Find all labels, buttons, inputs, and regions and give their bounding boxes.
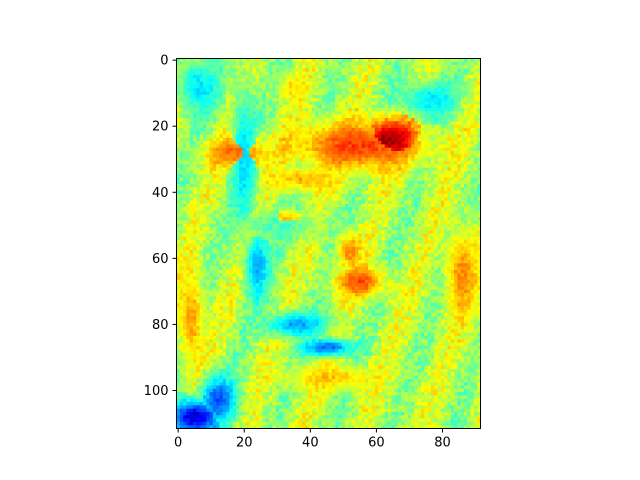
x-tick-label: 80	[434, 436, 451, 451]
x-tick-label: 0	[174, 436, 182, 451]
y-tick-label: 0	[160, 54, 168, 69]
y-tick-label: 80	[152, 318, 169, 333]
axes-frame	[176, 58, 481, 429]
x-axis: 0 20 40 60 80	[174, 428, 451, 451]
heatmap-image	[176, 58, 481, 429]
x-tick-label: 60	[368, 436, 385, 451]
y-tick-label: 40	[152, 186, 169, 201]
x-tick-label: 20	[236, 436, 253, 451]
y-tick-label: 20	[152, 120, 169, 135]
x-tick-label: 40	[302, 436, 319, 451]
plot-area	[176, 58, 481, 429]
y-tick-label: 60	[152, 252, 169, 267]
y-tick-label: 100	[144, 384, 169, 399]
y-axis: 0 20 40 60 80 100	[144, 54, 177, 399]
